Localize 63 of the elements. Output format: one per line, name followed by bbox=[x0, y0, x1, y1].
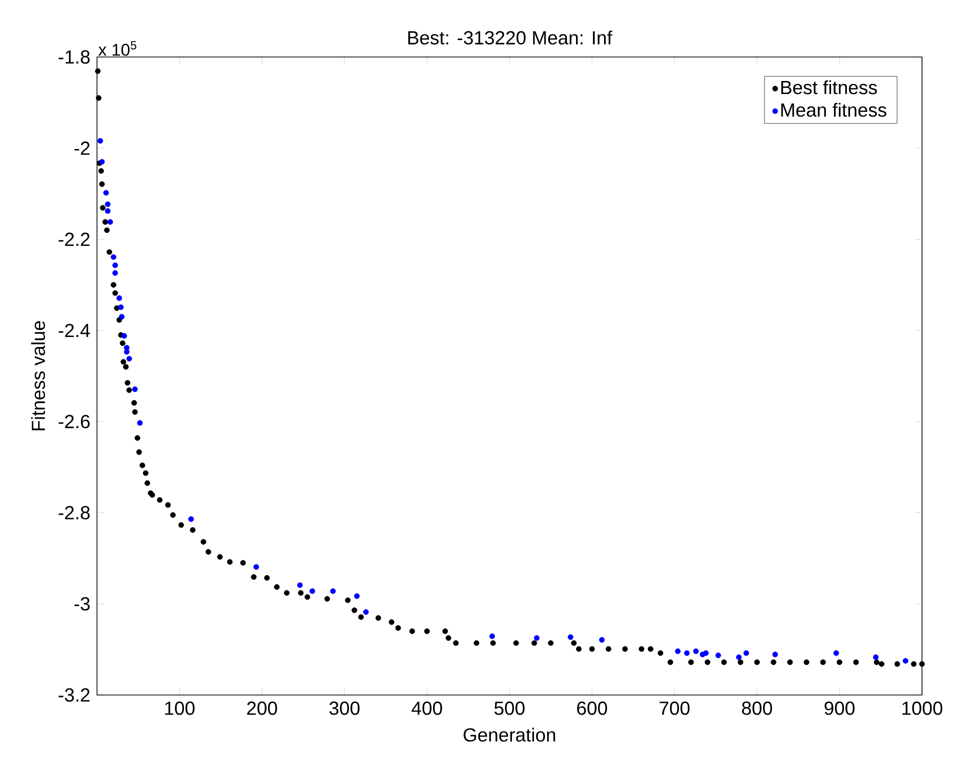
point bbox=[132, 386, 138, 392]
point bbox=[330, 588, 336, 594]
point bbox=[126, 356, 132, 362]
point bbox=[297, 582, 303, 588]
x-tick-label: 200 bbox=[247, 702, 278, 715]
point bbox=[104, 201, 111, 207]
y-tick-label: -2.6 bbox=[58, 414, 90, 428]
point bbox=[703, 650, 709, 656]
point bbox=[118, 304, 124, 310]
point bbox=[137, 420, 143, 426]
point bbox=[873, 654, 879, 660]
point bbox=[253, 564, 260, 570]
point bbox=[772, 652, 778, 658]
point bbox=[112, 270, 118, 276]
point bbox=[116, 295, 122, 301]
y-tick-label: -2.2 bbox=[58, 232, 90, 246]
point bbox=[121, 333, 128, 339]
point bbox=[118, 314, 125, 320]
point bbox=[98, 138, 104, 144]
point bbox=[599, 637, 605, 643]
point bbox=[99, 159, 105, 165]
point bbox=[675, 648, 681, 654]
x-tick-label: 1000 bbox=[902, 702, 942, 715]
point bbox=[124, 349, 130, 355]
point bbox=[684, 650, 690, 656]
x-axis-title: Generation bbox=[464, 728, 556, 742]
point bbox=[534, 635, 540, 641]
point bbox=[736, 654, 742, 660]
point bbox=[743, 650, 750, 656]
point bbox=[363, 609, 369, 615]
x-tick-label: 100 bbox=[165, 702, 195, 715]
point bbox=[104, 208, 111, 214]
point bbox=[188, 516, 194, 522]
y-tick-label: -2.4 bbox=[58, 324, 90, 338]
y-tick-label: -2.8 bbox=[58, 506, 90, 520]
point bbox=[902, 658, 908, 664]
legend-label: Best fitness bbox=[781, 80, 877, 94]
y-axis-title: Fitness value bbox=[31, 321, 46, 430]
x-tick-label: 800 bbox=[742, 702, 772, 715]
point bbox=[354, 593, 360, 599]
point bbox=[715, 652, 722, 658]
x-tick-label: 400 bbox=[412, 702, 442, 715]
text: x 10$^{5}$ bbox=[98, 41, 136, 56]
point bbox=[568, 634, 574, 640]
point bbox=[112, 262, 118, 268]
chart-title: Best: -313220 Mean: Inf bbox=[408, 30, 612, 45]
point bbox=[110, 254, 116, 260]
x-tick-label: 300 bbox=[329, 702, 360, 715]
point bbox=[833, 650, 840, 656]
point bbox=[310, 588, 316, 594]
x-tick-label: 500 bbox=[494, 702, 525, 715]
legend-label: Mean fitness bbox=[781, 102, 886, 117]
point bbox=[489, 633, 495, 640]
y-tick-label: -1.8 bbox=[58, 50, 90, 64]
x-tick-label: 700 bbox=[660, 702, 690, 715]
point bbox=[693, 648, 699, 654]
point bbox=[107, 219, 113, 225]
x-tick-label: 900 bbox=[824, 702, 855, 715]
y-tick-label: -2 bbox=[74, 142, 90, 155]
x-tick-label: 600 bbox=[577, 702, 608, 715]
point bbox=[103, 190, 109, 196]
y-tick-label: -3.2 bbox=[58, 688, 90, 702]
y-tick-label: -3 bbox=[74, 597, 90, 611]
